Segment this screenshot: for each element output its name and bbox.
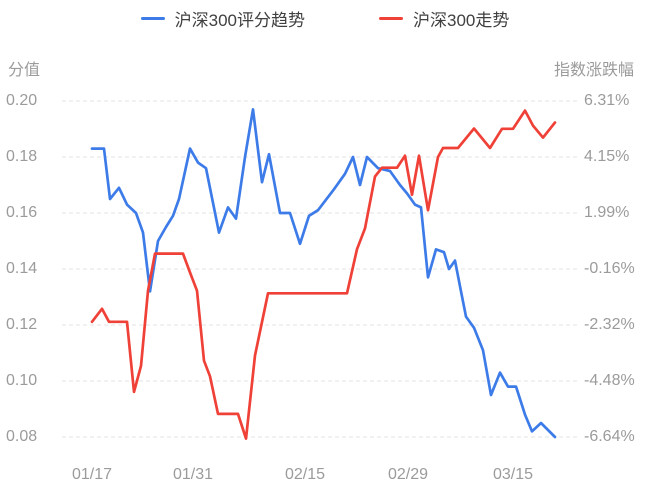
series-line-index-change (90, 109, 557, 440)
right-axis-tick-label: 6.31% (584, 92, 630, 109)
x-axis-tick-label: 01/31 (172, 466, 214, 483)
right-axis-title: 指数涨跌幅 (553, 62, 634, 79)
legend: 沪深300评分趋势 沪深300走势 (0, 6, 650, 30)
left-axis-tick-label: 0.14 (6, 260, 38, 277)
right-axis-tick-label: 1.99% (584, 204, 630, 221)
left-axis-tick-label: 0.20 (6, 92, 38, 109)
left-axis-title: 分值 (8, 62, 41, 79)
x-axis-tick-label: 03/15 (492, 466, 534, 483)
legend-item-index-change[interactable]: 沪深300走势 (379, 6, 509, 31)
left-axis-tick-label: 0.18 (6, 148, 38, 165)
left-axis-tick-label: 0.08 (6, 428, 38, 445)
right-axis-tick-label: -0.16% (584, 260, 635, 277)
right-axis-tick-label: -2.32% (584, 316, 635, 333)
legend-label-index-change: 沪深300走势 (413, 10, 510, 30)
legend-label-rating-trend: 沪深300评分趋势 (174, 10, 305, 30)
legend-swatch-rating-trend (140, 16, 165, 20)
x-axis-tick-label: 02/29 (387, 466, 429, 483)
left-axis-tick-label: 0.10 (6, 372, 38, 389)
legend-item-rating-trend[interactable]: 沪深300评分趋势 (140, 6, 305, 31)
x-axis-tick-label: 02/15 (284, 466, 326, 483)
right-axis-tick-label: -4.48% (584, 372, 635, 389)
series-line-rating-trend (90, 108, 557, 439)
right-axis-tick-label: 4.15% (584, 148, 630, 165)
x-axis-tick-label: 01/17 (71, 466, 113, 483)
left-axis-tick-label: 0.16 (6, 204, 38, 221)
right-axis-tick-label: -6.64% (584, 428, 635, 445)
left-axis-tick-label: 0.12 (6, 316, 38, 333)
legend-swatch-index-change (379, 16, 403, 20)
